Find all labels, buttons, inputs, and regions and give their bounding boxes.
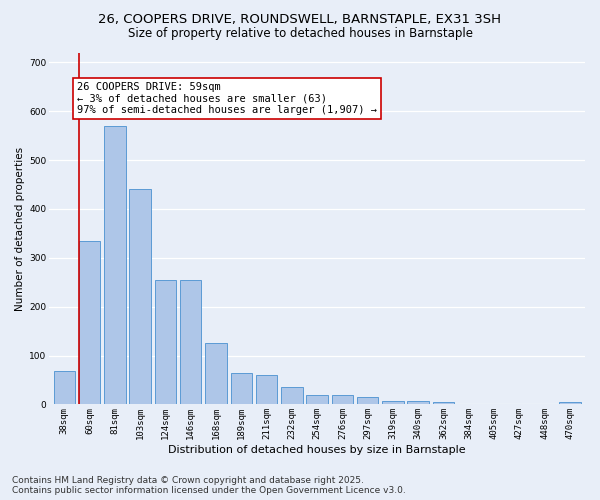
Bar — [407, 400, 429, 404]
Bar — [230, 372, 252, 404]
Bar — [433, 402, 454, 404]
Bar — [205, 344, 227, 404]
Bar — [382, 401, 404, 404]
Bar — [155, 280, 176, 404]
Text: Size of property relative to detached houses in Barnstaple: Size of property relative to detached ho… — [128, 28, 473, 40]
Bar — [79, 240, 100, 404]
Bar — [281, 388, 302, 404]
Y-axis label: Number of detached properties: Number of detached properties — [15, 146, 25, 310]
Bar — [307, 394, 328, 404]
Bar — [357, 397, 379, 404]
X-axis label: Distribution of detached houses by size in Barnstaple: Distribution of detached houses by size … — [168, 445, 466, 455]
Text: 26 COOPERS DRIVE: 59sqm
← 3% of detached houses are smaller (63)
97% of semi-det: 26 COOPERS DRIVE: 59sqm ← 3% of detached… — [77, 82, 377, 115]
Bar — [559, 402, 581, 404]
Bar — [256, 375, 277, 404]
Bar — [104, 126, 125, 404]
Bar — [332, 394, 353, 404]
Bar — [130, 190, 151, 404]
Text: Contains HM Land Registry data © Crown copyright and database right 2025.
Contai: Contains HM Land Registry data © Crown c… — [12, 476, 406, 495]
Text: 26, COOPERS DRIVE, ROUNDSWELL, BARNSTAPLE, EX31 3SH: 26, COOPERS DRIVE, ROUNDSWELL, BARNSTAPL… — [98, 12, 502, 26]
Bar — [180, 280, 202, 404]
Bar — [53, 371, 75, 404]
